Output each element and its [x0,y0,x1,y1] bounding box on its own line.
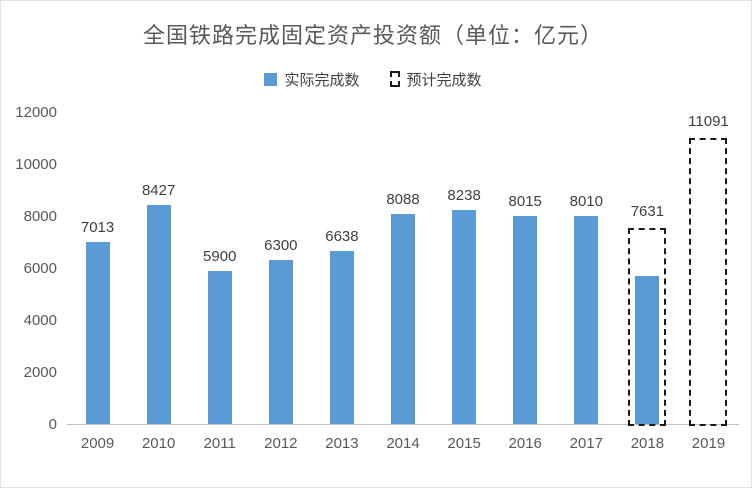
legend: 实际完成数 预计完成数 [7,69,739,89]
bar-column-2013: 6638 [311,113,372,424]
actual-bar [329,251,354,424]
y-axis-label: 10000 [15,156,57,173]
plot-wrap: 7013 8427 5900 6300 6638 8088 8238 8015 8010 7631… [67,113,739,452]
x-axis-label: 2012 [264,435,298,452]
bar-column-2009: 7013 [67,113,128,424]
data-label: 8427 [141,181,176,199]
x-axis-label: 2009 [80,435,115,452]
bar-column-2016: 8015 [495,113,556,424]
x-axis-label: 2017 [569,435,603,452]
actual-bar [146,204,171,424]
actual-bar [513,215,538,424]
y-axis: 0 2000 4000 6000 8000 10000 12000 [7,104,67,433]
data-label: 11091 [688,112,729,130]
bar-column-2012: 6300 [250,113,311,424]
legend-swatch-expected-icon [389,71,400,87]
actual-bar [574,215,599,424]
chart-title: 全国铁路完成固定资产投资额（单位：亿元） [142,23,603,48]
data-label: 6638 [325,228,359,246]
y-axis-label: 4000 [23,312,57,329]
data-label: 8238 [447,186,481,204]
y-axis-label: 6000 [23,260,57,277]
y-axis-label: 8000 [23,208,57,225]
bar-column-2010: 8427 [128,113,189,424]
bar-column-2014: 8088 [372,113,433,424]
plot-area: 7013 8427 5900 6300 6638 8088 8238 8015 8010 7631… [67,112,739,426]
x-axis-label: 2016 [508,435,542,452]
x-axis-label: 2015 [447,435,481,452]
actual-bar [635,275,660,424]
x-axis-label: 2014 [386,435,420,452]
legend-label-actual: 实际完成数 [284,71,360,89]
expected-bar [689,137,728,426]
bar-column-2018: 7631 [617,113,678,426]
data-label: 8010 [569,192,603,210]
bar-column-2019: 11091 [678,112,739,426]
x-axis-label: 2010 [141,435,176,452]
bar-column-2017: 8010 [556,113,617,424]
actual-bar [85,241,110,424]
actual-bar [268,260,293,424]
data-label: 8015 [508,192,542,210]
actual-bar [391,213,416,424]
chart-area: 0 2000 4000 6000 8000 10000 12000 7013 8427 5900… [7,104,739,452]
x-axis-label: 2018 [630,435,665,452]
x-axis-label: 2013 [325,435,359,452]
data-label: 7013 [80,218,115,236]
bar-column-2015: 8238 [434,113,495,424]
bar-column-2011: 5900 [189,113,250,424]
x-axis: 2009 2010 2011 2012 2013 2014 2015 2016 2017 2018… [67,425,739,452]
legend-swatch-actual-icon [264,72,278,86]
data-label: 8088 [386,190,420,208]
data-label: 5900 [203,247,237,265]
y-axis-label: 12000 [15,104,57,121]
x-axis-label: 2011 [203,435,236,452]
y-axis-label: 0 [48,416,57,433]
x-axis-label: 2019 [691,435,726,452]
legend-item-expected: 预计完成数 [389,69,482,90]
y-axis-label: 2000 [23,364,57,381]
data-label: 6300 [264,237,298,255]
legend-label-expected: 预计完成数 [406,71,482,89]
actual-bar [207,270,232,424]
data-label: 7631 [630,202,665,220]
expected-bar [628,227,667,426]
actual-bar [452,209,477,424]
legend-item-actual: 实际完成数 [264,69,360,90]
